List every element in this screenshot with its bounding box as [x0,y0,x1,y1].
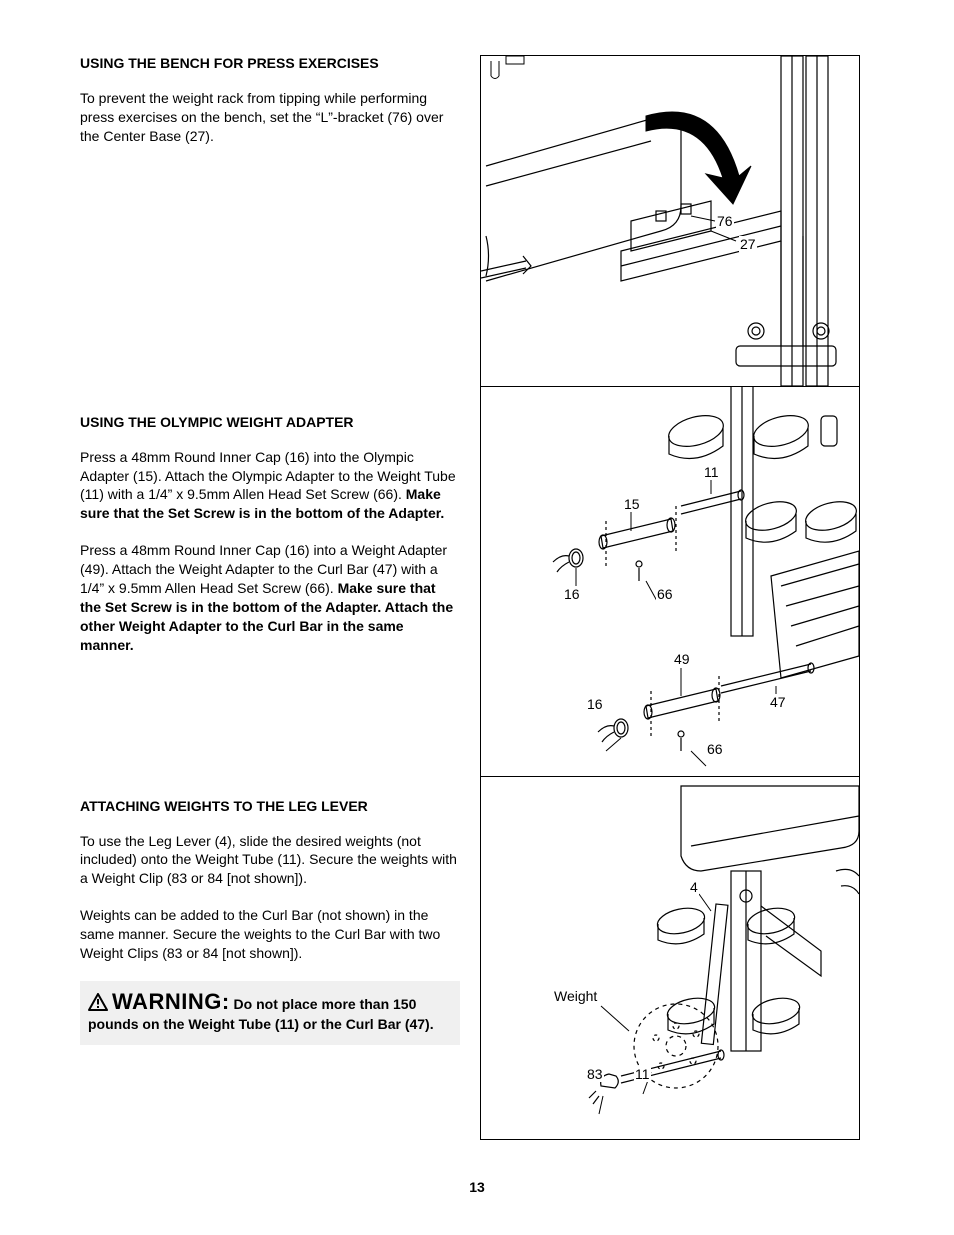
callout-11: 11 [703,464,720,480]
figure-box: 76 27 [480,55,860,1140]
section2-heading: USING THE OLYMPIC WEIGHT ADAPTER [80,414,460,430]
warning-triangle-icon [88,993,108,1011]
text-column: USING THE BENCH FOR PRESS EXERCISES To p… [80,55,460,1140]
callout-16b: 16 [586,696,604,712]
callout-66a: 66 [656,586,674,602]
callout-76: 76 [716,213,734,229]
warning-title: WARNING: [112,989,230,1014]
callout-66b: 66 [706,741,724,757]
section2-p1a: Press a 48mm Round Inner Cap (16) into t… [80,449,456,503]
section1-heading: USING THE BENCH FOR PRESS EXERCISES [80,55,460,71]
callout-weight: Weight [553,988,598,1004]
figure-column: 76 27 [480,55,860,1140]
callout-49: 49 [673,651,691,667]
two-column-layout: USING THE BENCH FOR PRESS EXERCISES To p… [80,55,879,1140]
page: USING THE BENCH FOR PRESS EXERCISES To p… [0,0,954,1235]
callout-83: 83 [586,1066,604,1082]
section2-p2: Press a 48mm Round Inner Cap (16) into a… [80,541,460,654]
callout-16a: 16 [563,586,581,602]
figure-panel-1 [481,56,861,386]
figure-panel-3 [481,776,861,1141]
section3-heading: ATTACHING WEIGHTS TO THE LEG LEVER [80,798,460,814]
callout-47: 47 [769,694,787,710]
section1-p1: To prevent the weight rack from tipping … [80,89,460,146]
callout-4: 4 [689,879,699,895]
spacer [80,164,460,414]
callout-15: 15 [623,496,641,512]
section2-p1: Press a 48mm Round Inner Cap (16) into t… [80,448,460,524]
warning-box: WARNING: Do not place more than 150 poun… [80,981,460,1045]
callout-27: 27 [739,236,757,252]
spacer [80,673,460,798]
callout-11b: 11 [634,1066,651,1082]
section3-p1: To use the Leg Lever (4), slide the desi… [80,832,460,889]
page-number: 13 [0,1179,954,1195]
section3-p2: Weights can be added to the Curl Bar (no… [80,906,460,963]
figure-panel-2 [481,386,861,776]
